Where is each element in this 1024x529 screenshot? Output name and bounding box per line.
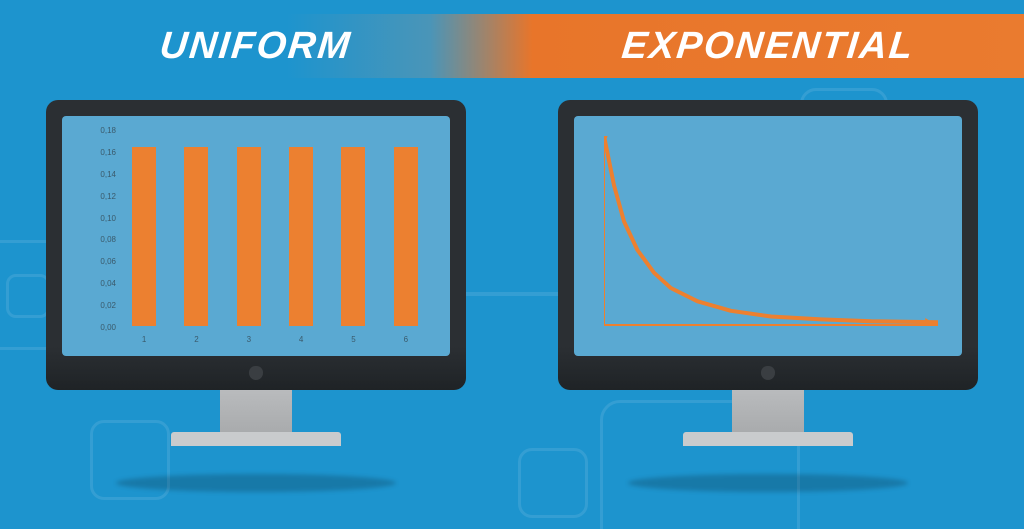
exponential-curve (604, 136, 938, 322)
bar-slot: 2 (170, 132, 222, 326)
x-tick-label: 6 (404, 335, 408, 344)
bar-slot: 6 (380, 132, 432, 326)
y-tick-label: 0,10 (76, 214, 116, 223)
y-tick-label: 0,00 (76, 323, 116, 332)
monitor-shadow (116, 474, 396, 492)
header-left: UNIFORM (0, 14, 512, 78)
bar (184, 147, 208, 326)
uniform-title: UNIFORM (158, 25, 354, 68)
uniform-bar-chart: 0,000,020,040,060,080,100,120,140,160,18… (118, 132, 432, 326)
x-tick-label: 3 (247, 335, 251, 344)
bar-slot: 5 (327, 132, 379, 326)
exponential-screen (574, 116, 962, 356)
x-tick-label: 2 (194, 335, 198, 344)
exponential-title: EXPONENTIAL (620, 25, 917, 68)
monitor-shadow (628, 474, 908, 492)
monitor-frame: 0,00 0,02 0,04 0,06 0,08 0,10 0,12 0,14 0,16 0,18… (46, 100, 466, 390)
x-tick-label: 5 (351, 335, 355, 344)
y-tick-label: 0,16 (76, 148, 116, 157)
y-tick-label: 0,08 (76, 235, 116, 244)
exponential-line-chart (604, 136, 938, 326)
bar (341, 147, 365, 326)
header-bar: UNIFORM EXPONENTIAL (0, 14, 1024, 78)
bar (289, 147, 313, 326)
header-right: EXPONENTIAL (512, 14, 1024, 78)
y-tick-label: 0,04 (76, 279, 116, 288)
monitor-stand-base (683, 432, 853, 446)
x-tick-label: 1 (142, 335, 146, 344)
bar (237, 147, 261, 326)
bars-container: 123456 (118, 132, 432, 326)
bar (132, 147, 156, 326)
exponential-monitor (558, 100, 978, 446)
bar-slot: 4 (275, 132, 327, 326)
monitor-frame (558, 100, 978, 390)
monitors-row: 0,00 0,02 0,04 0,06 0,08 0,10 0,12 0,14 0,16 0,18… (0, 0, 1024, 529)
y-tick-label: 0,06 (76, 257, 116, 266)
y-tick-label: 0,02 (76, 301, 116, 310)
y-tick-label: 0,18 (76, 126, 116, 135)
y-axis-ticks: 0,00 0,02 0,04 0,06 0,08 0,10 0,12 0,14 0,16 0,18 (76, 126, 116, 332)
monitor-stand-neck (732, 390, 804, 432)
power-led-icon (761, 366, 775, 380)
exponential-svg (604, 136, 938, 326)
bar-slot: 1 (118, 132, 170, 326)
y-tick-label: 0,12 (76, 192, 116, 201)
x-tick-label: 4 (299, 335, 303, 344)
monitor-stand-neck (220, 390, 292, 432)
uniform-monitor: 0,00 0,02 0,04 0,06 0,08 0,10 0,12 0,14 0,16 0,18… (46, 100, 466, 446)
bar-slot: 3 (223, 132, 275, 326)
power-led-icon (249, 366, 263, 380)
uniform-screen: 0,00 0,02 0,04 0,06 0,08 0,10 0,12 0,14 0,16 0,18… (62, 116, 450, 356)
monitor-stand-base (171, 432, 341, 446)
bar (394, 147, 418, 326)
y-tick-label: 0,14 (76, 170, 116, 179)
